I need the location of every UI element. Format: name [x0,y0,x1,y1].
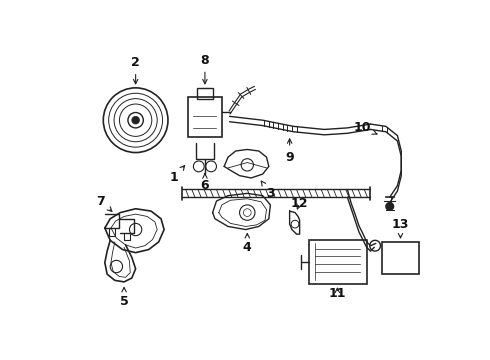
Text: 9: 9 [285,139,294,164]
Text: 13: 13 [392,218,409,238]
Text: 12: 12 [291,197,308,210]
Text: 2: 2 [131,56,140,84]
Text: 7: 7 [97,194,112,211]
Text: 8: 8 [200,54,209,84]
Bar [197,88,213,99]
Bar [309,239,367,284]
Text: 4: 4 [243,234,252,254]
Text: 6: 6 [200,174,209,192]
Circle shape [132,116,140,124]
Text: 3: 3 [261,181,275,200]
Text: 11: 11 [329,287,346,300]
Circle shape [386,203,393,210]
Bar [382,242,419,274]
Bar [188,97,222,137]
Text: 5: 5 [120,287,128,308]
Text: 10: 10 [354,121,377,134]
Text: 1: 1 [170,166,185,184]
